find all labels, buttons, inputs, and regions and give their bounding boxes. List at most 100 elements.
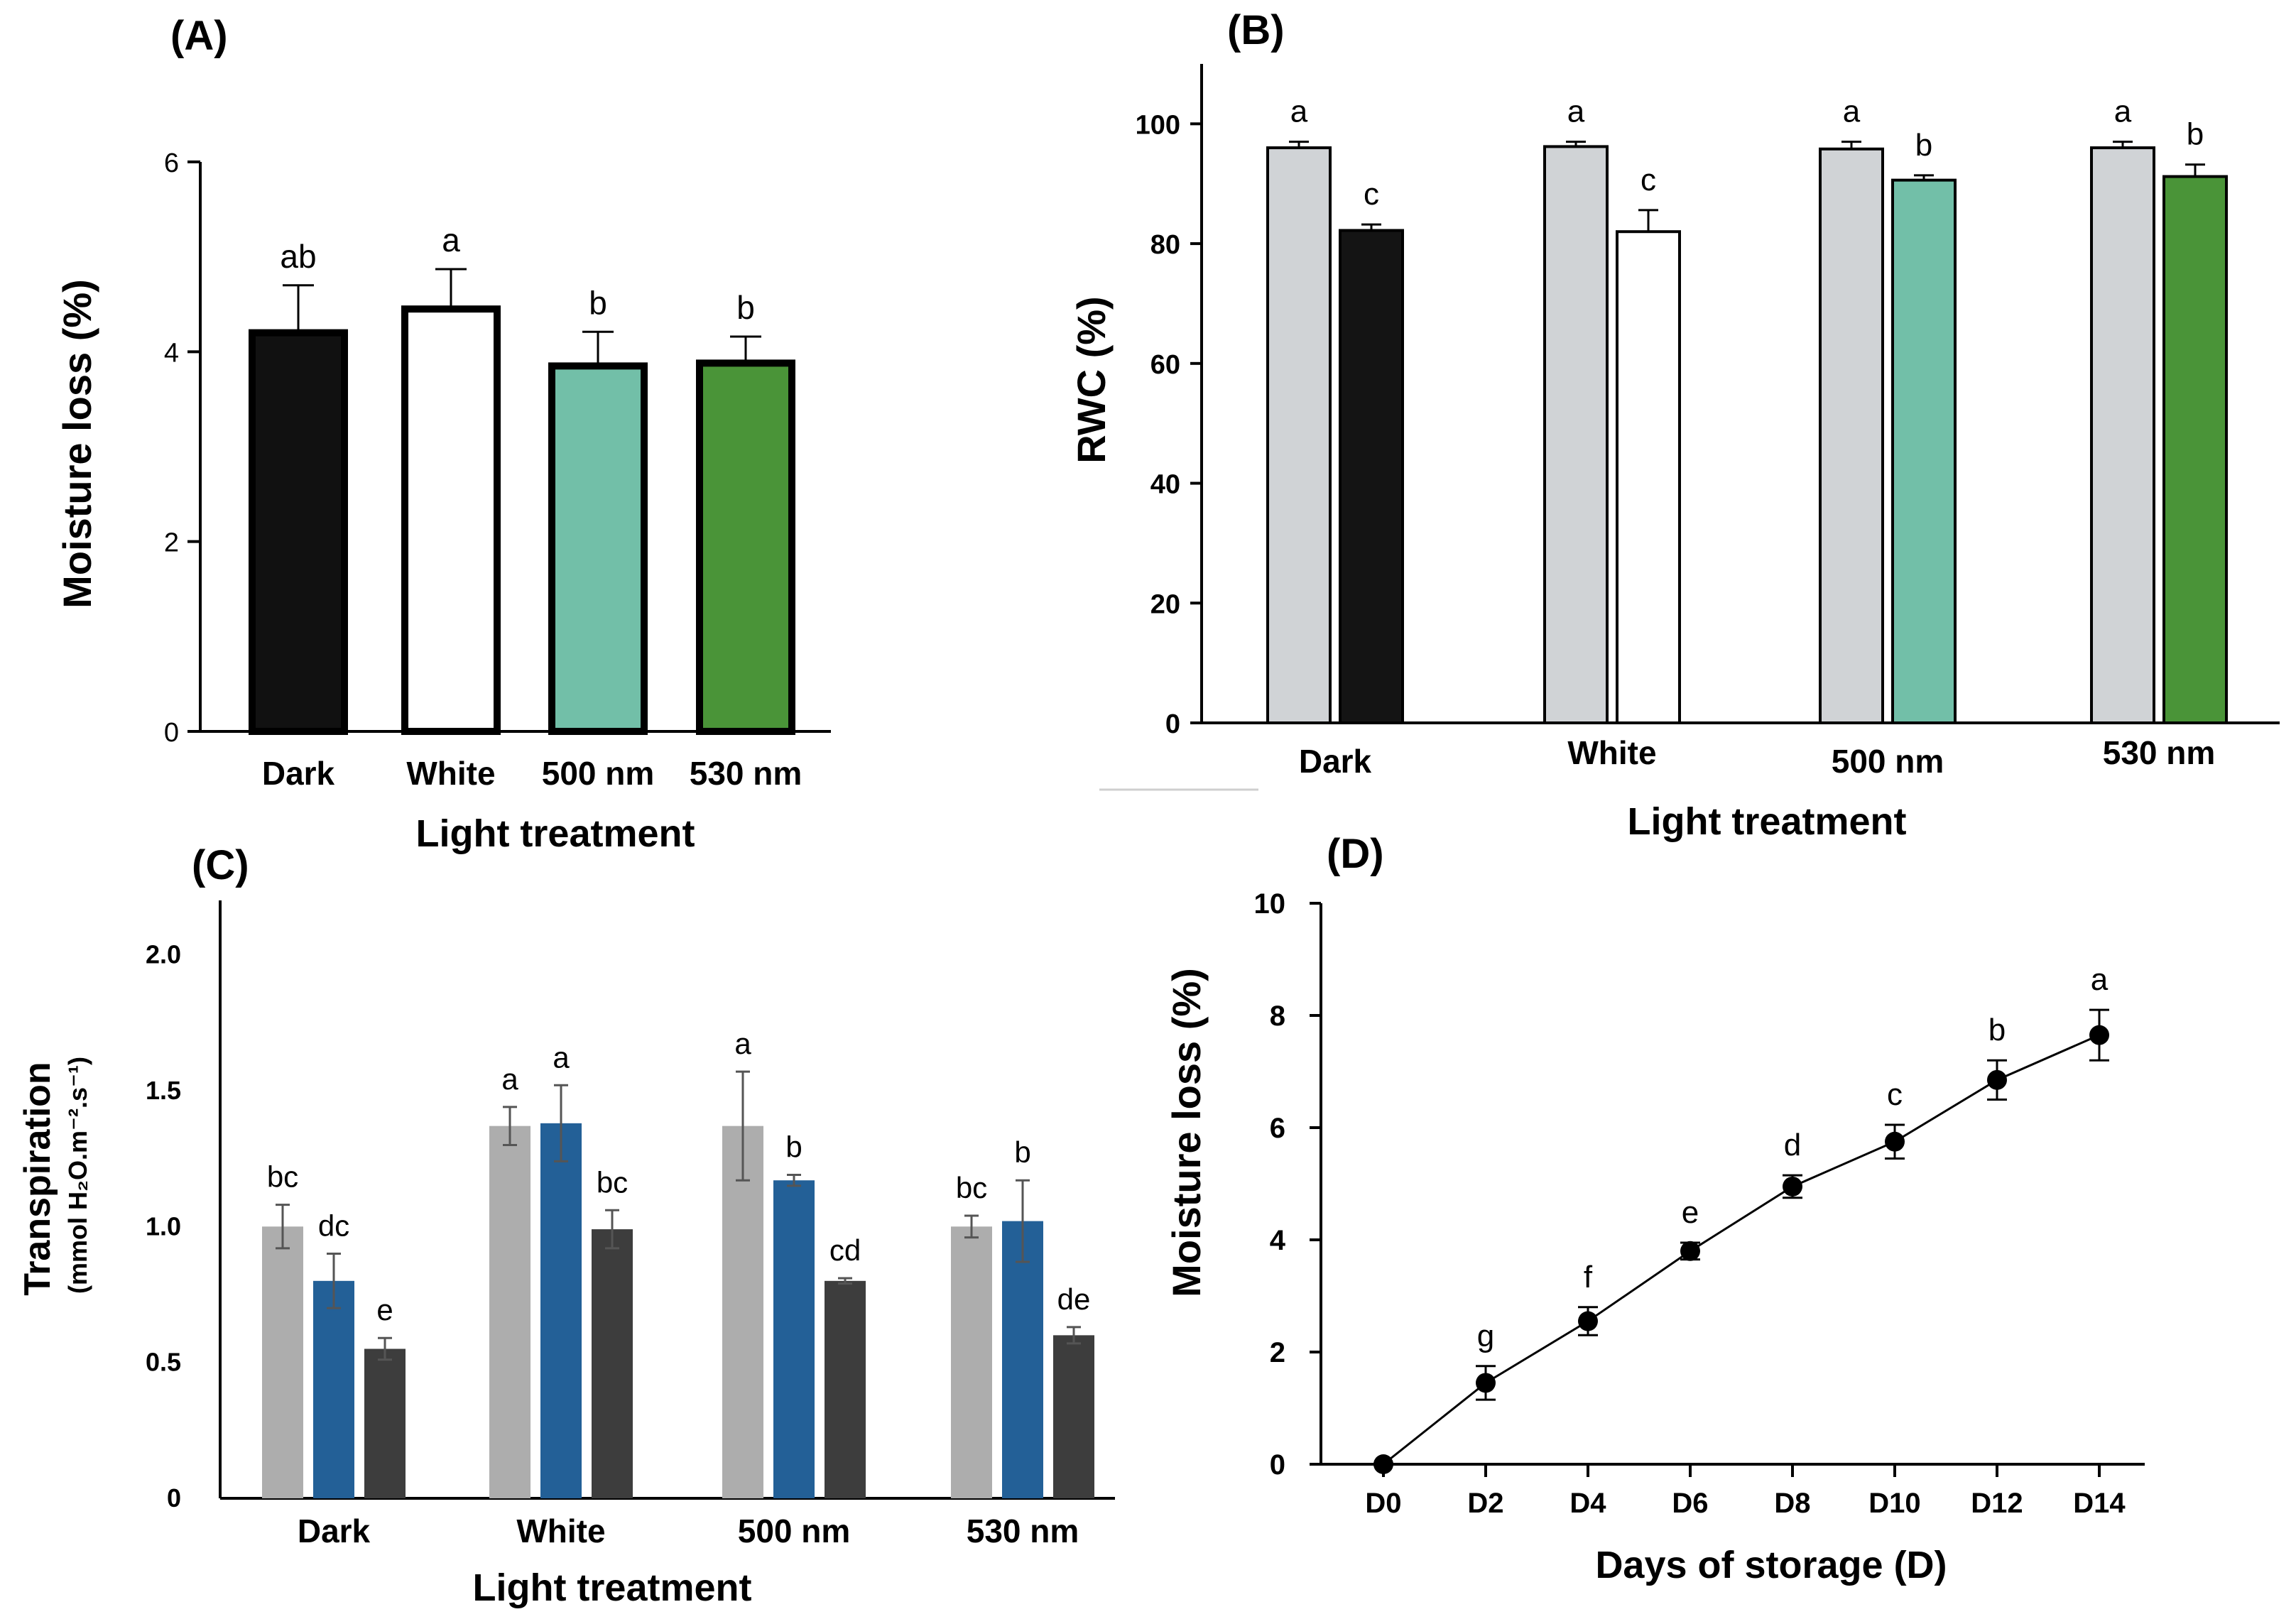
panel-d-data-point — [1885, 1131, 1905, 1152]
panel-a-x-tick-label: White — [406, 755, 495, 792]
panel-b-sig-letter: b — [2187, 117, 2204, 152]
panel-a-sig-letter: ab — [280, 238, 316, 275]
panel-b-y-tick-label: 60 — [1150, 350, 1180, 380]
panel-c: (C) Transpiration (mmol H₂O.m⁻².s⁻¹) Lig… — [17, 842, 1115, 1609]
panel-d-data-point — [1987, 1069, 2007, 1090]
panel-d-y-tick-label: 2 — [1270, 1337, 1285, 1368]
panel-d: (D) Moisture loss (%) Days of storage (D… — [1164, 831, 2145, 1586]
panel-d-sig-letter: g — [1477, 1319, 1494, 1353]
panel-c-y-tick-label: 0 — [167, 1483, 181, 1513]
panel-a-bar — [548, 362, 648, 735]
panel-c-sig-letter: bc — [956, 1171, 987, 1204]
panel-d-data-point — [1373, 1454, 1393, 1474]
panel-c-sig-letter: a — [553, 1040, 570, 1074]
panel-c-sig-letter: de — [1057, 1282, 1091, 1316]
panel-b-sig-letter: a — [1843, 94, 1861, 129]
panel-d-y-tick-label: 4 — [1270, 1225, 1286, 1256]
panel-d-y-axis-label: Moisture loss (%) — [1164, 968, 1209, 1297]
panel-c-bar — [773, 1180, 815, 1498]
panel-b-y-tick-label: 0 — [1165, 709, 1180, 739]
panel-c-sig-letter: e — [376, 1293, 393, 1326]
panel-a: (A) Moisture loss (%) Light treatment 0 2… — [55, 13, 831, 855]
panel-b-sig-letter: a — [2114, 94, 2132, 129]
panel-c-y-axis-units: (mmol H₂O.m⁻².s⁻¹) — [63, 1057, 92, 1294]
panel-a-x-tick-label: 530 nm — [690, 755, 802, 792]
panel-a-sig-letter: b — [736, 289, 755, 326]
panel-b-x-tick-label: White — [1567, 734, 1656, 771]
panel-c-x-tick-label: 500 nm — [738, 1513, 851, 1549]
panel-c-y-tick-label: 0.5 — [146, 1348, 181, 1377]
panel-a-x-axis-label: Light treatment — [415, 812, 695, 855]
panel-b-x-tick-label: 530 nm — [2103, 734, 2216, 771]
panel-d-data-point — [1783, 1176, 1802, 1197]
panel-c-sig-letter: bc — [597, 1165, 628, 1199]
panel-b-sig-letter: b — [1915, 128, 1932, 163]
panel-a-bar — [249, 329, 348, 736]
panel-a-x-tick-label: Dark — [262, 755, 335, 792]
panel-d-sig-letter: c — [1887, 1077, 1903, 1112]
panel-b-bar — [2090, 146, 2155, 725]
panel-c-sig-letter: a — [501, 1062, 518, 1096]
panel-a-bar — [401, 305, 501, 735]
panel-c-bar — [489, 1126, 531, 1498]
panel-d-sig-letter: e — [1682, 1195, 1699, 1230]
panel-d-x-axis-label: Days of storage (D) — [1595, 1544, 1947, 1586]
panel-d-y-tick-label: 10 — [1254, 888, 1286, 920]
panel-c-bar — [592, 1229, 633, 1498]
panel-a-y-tick-label: 2 — [164, 528, 179, 558]
panel-a-sig-letter: b — [589, 284, 607, 321]
panel-b-bar — [1339, 229, 1404, 725]
panel-d-data-point — [2089, 1025, 2109, 1045]
panel-b-bar — [1266, 146, 1332, 725]
panel-c-sig-letter: bc — [267, 1160, 298, 1194]
panel-b-bar — [1819, 147, 1884, 724]
panel-c-sig-letter: cd — [829, 1233, 861, 1267]
panel-c-bar — [951, 1226, 992, 1498]
panel-b-y-tick-label: 80 — [1150, 230, 1180, 260]
panel-c-x-tick-label: White — [516, 1513, 605, 1549]
panel-a-label: (A) — [170, 13, 228, 59]
panel-a-y-tick-label: 4 — [164, 338, 179, 368]
panel-a-y-tick-label: 6 — [164, 148, 179, 178]
panel-b-bar — [1616, 230, 1681, 724]
panel-d-x-tick-label: D8 — [1774, 1488, 1810, 1519]
panel-d-y-tick-label: 6 — [1270, 1113, 1285, 1144]
panel-c-bar — [825, 1280, 866, 1498]
panel-b-sig-letter: a — [1567, 94, 1585, 129]
panel-d-sig-letter: f — [1584, 1260, 1593, 1295]
panel-d-x-tick-label: D2 — [1467, 1488, 1503, 1519]
panel-a-y-tick-label: 0 — [164, 718, 179, 748]
panel-c-x-tick-label: 530 nm — [967, 1513, 1079, 1549]
panel-b-bar — [1891, 178, 1957, 724]
panel-d-label: (D) — [1327, 831, 1384, 877]
panel-c-sig-letter: dc — [318, 1209, 349, 1243]
panel-c-bar — [364, 1348, 406, 1498]
panel-d-x-tick-label: D14 — [2073, 1488, 2126, 1519]
panel-a-sig-letter: a — [442, 222, 460, 258]
panel-b-sig-letter: c — [1641, 163, 1656, 197]
panel-c-bar — [1053, 1335, 1094, 1498]
panel-d-y-tick-label: 8 — [1270, 1001, 1285, 1032]
panel-c-sig-letter: b — [1014, 1135, 1030, 1169]
panel-c-bar — [262, 1226, 303, 1498]
panel-c-sig-letter: a — [734, 1027, 751, 1060]
panel-d-data-point — [1680, 1241, 1700, 1261]
panel-d-x-tick-label: D0 — [1365, 1488, 1401, 1519]
panel-c-bar — [540, 1123, 582, 1498]
panel-b: (B) RWC (%) Light treatment 0 20 40 60 80 100… — [1069, 7, 2280, 843]
panel-b-label: (B) — [1227, 7, 1285, 53]
panel-a-x-tick-label: 500 nm — [542, 755, 655, 792]
panel-b-y-tick-label: 40 — [1150, 470, 1180, 500]
panel-d-sig-letter: d — [1784, 1128, 1801, 1162]
panel-b-y-axis-label: RWC (%) — [1069, 296, 1114, 463]
panel-b-sig-letter: c — [1364, 177, 1379, 212]
panel-b-y-tick-label: 100 — [1136, 110, 1180, 140]
panel-c-bar — [313, 1280, 354, 1498]
panel-d-sig-letter: a — [2091, 962, 2109, 997]
panel-d-sig-letter: b — [1988, 1013, 2006, 1047]
panel-c-bar — [722, 1126, 763, 1498]
panel-d-x-tick-label: D10 — [1868, 1488, 1920, 1519]
panel-d-data-point — [1578, 1311, 1598, 1331]
panel-c-y-tick-label: 2.0 — [146, 940, 181, 969]
panel-a-y-axis-label: Moisture loss (%) — [55, 279, 99, 609]
